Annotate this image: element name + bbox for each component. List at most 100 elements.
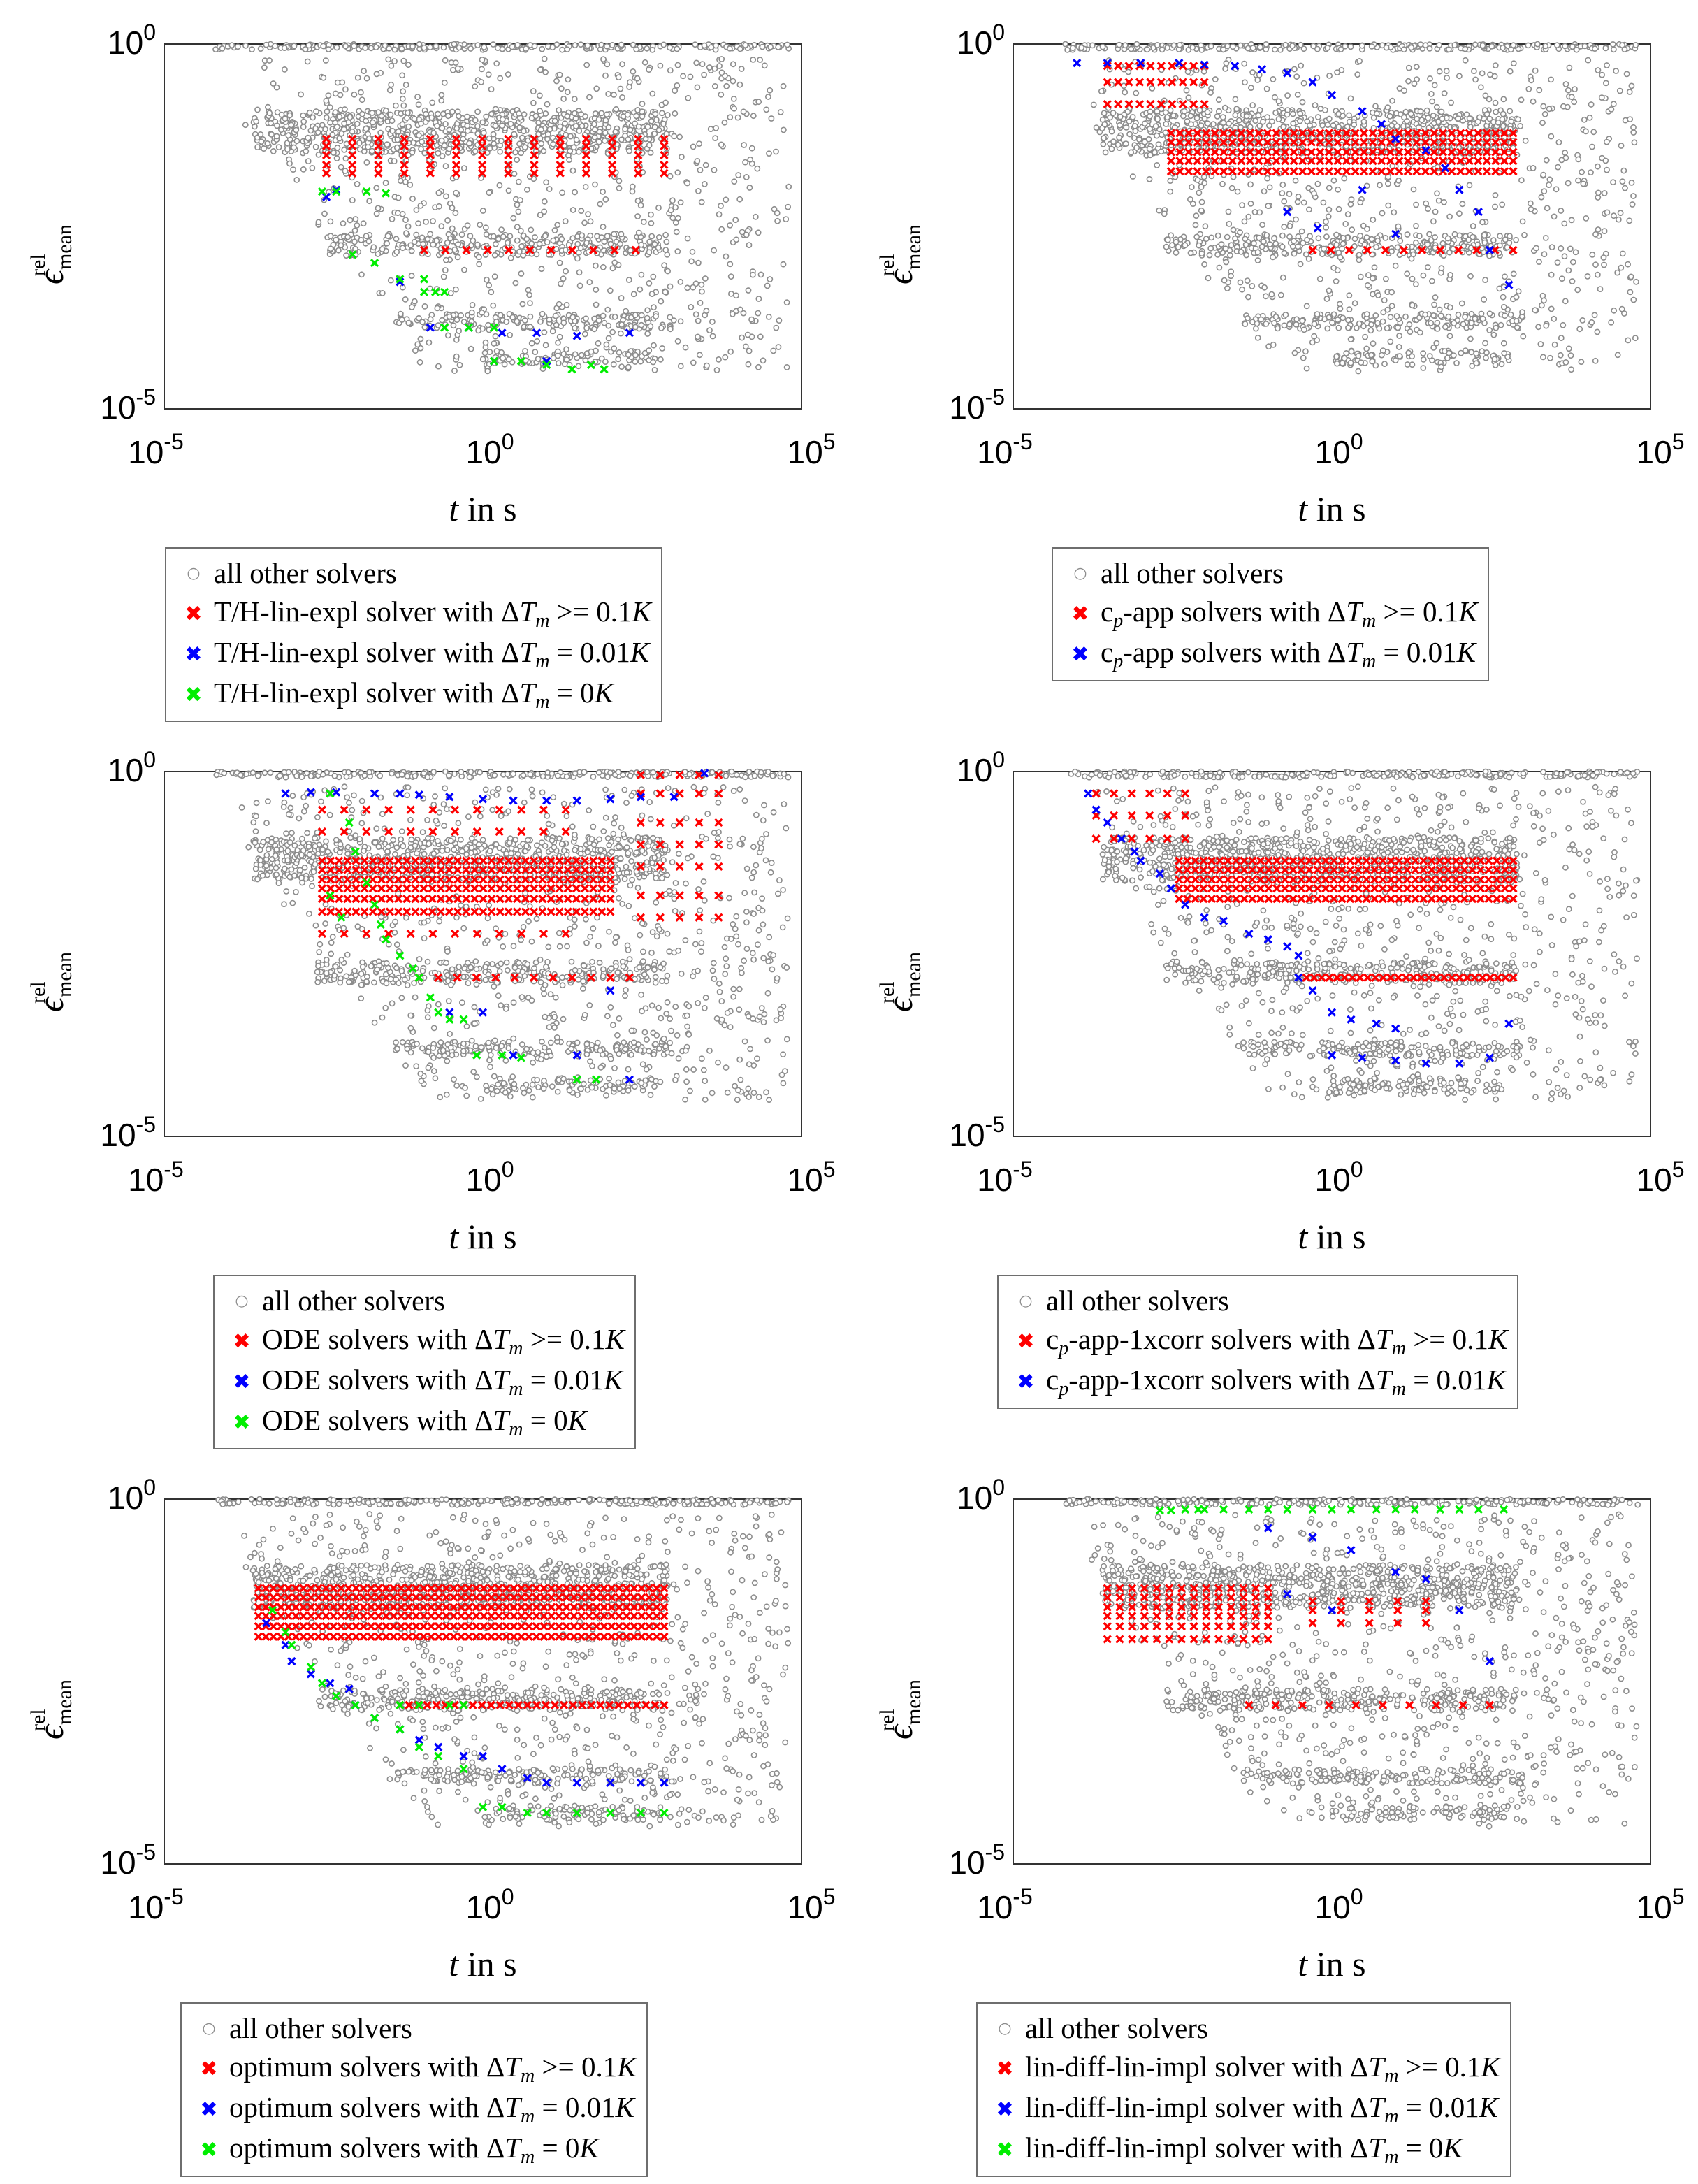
other-point (300, 124, 307, 130)
other-point (486, 135, 493, 142)
blue-marker (1257, 65, 1267, 74)
other-point (1317, 106, 1324, 112)
other-point (1575, 177, 1581, 184)
other-point (1295, 243, 1301, 250)
green-marker (516, 356, 526, 366)
other-point (1175, 244, 1182, 250)
red-marker (1201, 138, 1211, 147)
other-point (482, 224, 489, 231)
other-point (738, 66, 745, 72)
other-point (1381, 297, 1388, 303)
other-point (674, 338, 681, 345)
other-point (1532, 307, 1539, 314)
other-point (1289, 43, 1296, 49)
other-point (638, 321, 645, 328)
other-point (1548, 76, 1554, 83)
other-point (1497, 233, 1503, 239)
other-point (1362, 333, 1368, 340)
other-point (483, 113, 490, 120)
other-point (718, 203, 724, 209)
other-point (1562, 150, 1568, 156)
other-point (1470, 129, 1477, 136)
other-point (1611, 46, 1617, 53)
other-point (755, 99, 762, 106)
other-point (575, 249, 582, 256)
other-point (1129, 113, 1136, 120)
other-point (419, 319, 426, 326)
other-point (541, 208, 548, 215)
other-point (1368, 321, 1374, 328)
other-point (1221, 277, 1228, 284)
other-point (625, 363, 632, 370)
other-point (481, 349, 488, 356)
other-point (363, 117, 369, 124)
red-marker (1237, 129, 1246, 138)
other-point (442, 768, 449, 775)
other-point (1416, 233, 1423, 239)
other-point (1356, 58, 1363, 64)
red-marker (1454, 245, 1463, 254)
other-point (1107, 114, 1113, 121)
blue-marker (1358, 107, 1367, 116)
red-marker (1403, 129, 1412, 138)
other-point (552, 312, 559, 319)
red-marker (483, 245, 492, 254)
red-marker (1114, 78, 1123, 87)
other-point (1573, 46, 1580, 53)
blue-marker (498, 328, 507, 338)
red-marker (374, 141, 383, 151)
other-point (1601, 261, 1607, 268)
other-point (388, 62, 395, 69)
other-point (1425, 115, 1431, 121)
other-point (270, 80, 277, 87)
red-marker (1482, 129, 1491, 138)
red-marker (426, 141, 435, 151)
other-point (1546, 182, 1552, 188)
red-marker (660, 141, 669, 151)
other-point (1498, 361, 1505, 368)
other-point (369, 110, 376, 116)
other-point (1351, 236, 1358, 243)
other-point (1245, 314, 1251, 321)
other-point (322, 126, 328, 133)
other-point (633, 113, 640, 120)
other-point (1569, 43, 1576, 50)
other-point (1468, 319, 1475, 326)
other-point (1535, 324, 1541, 331)
other-point (1548, 305, 1555, 312)
other-point (1207, 89, 1214, 96)
other-point (760, 357, 767, 364)
other-point (1279, 190, 1286, 196)
other-point (491, 252, 498, 259)
other-point (774, 210, 781, 217)
x-tick-label: 105 (1637, 429, 1685, 470)
other-point (634, 213, 641, 219)
other-point (333, 44, 340, 51)
other-point (553, 78, 560, 85)
other-point (1569, 278, 1576, 284)
other-point (1110, 138, 1117, 145)
other-point (1517, 122, 1524, 129)
other-point (532, 113, 539, 120)
other-point (1325, 213, 1332, 220)
other-point (1510, 270, 1517, 277)
other-point (507, 233, 514, 240)
red-marker (1228, 129, 1237, 138)
red-marker (1103, 62, 1112, 71)
other-point (1382, 234, 1389, 241)
other-point (1326, 206, 1333, 213)
other-point (1450, 352, 1457, 359)
legend-text: cp-app solvers with ΔTm = 0.01K (1101, 636, 1476, 672)
red-marker (1166, 167, 1176, 176)
other-point (1314, 311, 1321, 317)
other-point (1510, 42, 1517, 49)
other-point (474, 108, 481, 115)
other-point (309, 164, 316, 171)
other-point (1424, 241, 1431, 248)
other-point (568, 120, 575, 126)
other-point (1595, 189, 1602, 196)
other-point (1355, 368, 1362, 375)
red-marker (1333, 138, 1342, 147)
red-marker (1342, 147, 1351, 157)
other-point (649, 46, 656, 53)
